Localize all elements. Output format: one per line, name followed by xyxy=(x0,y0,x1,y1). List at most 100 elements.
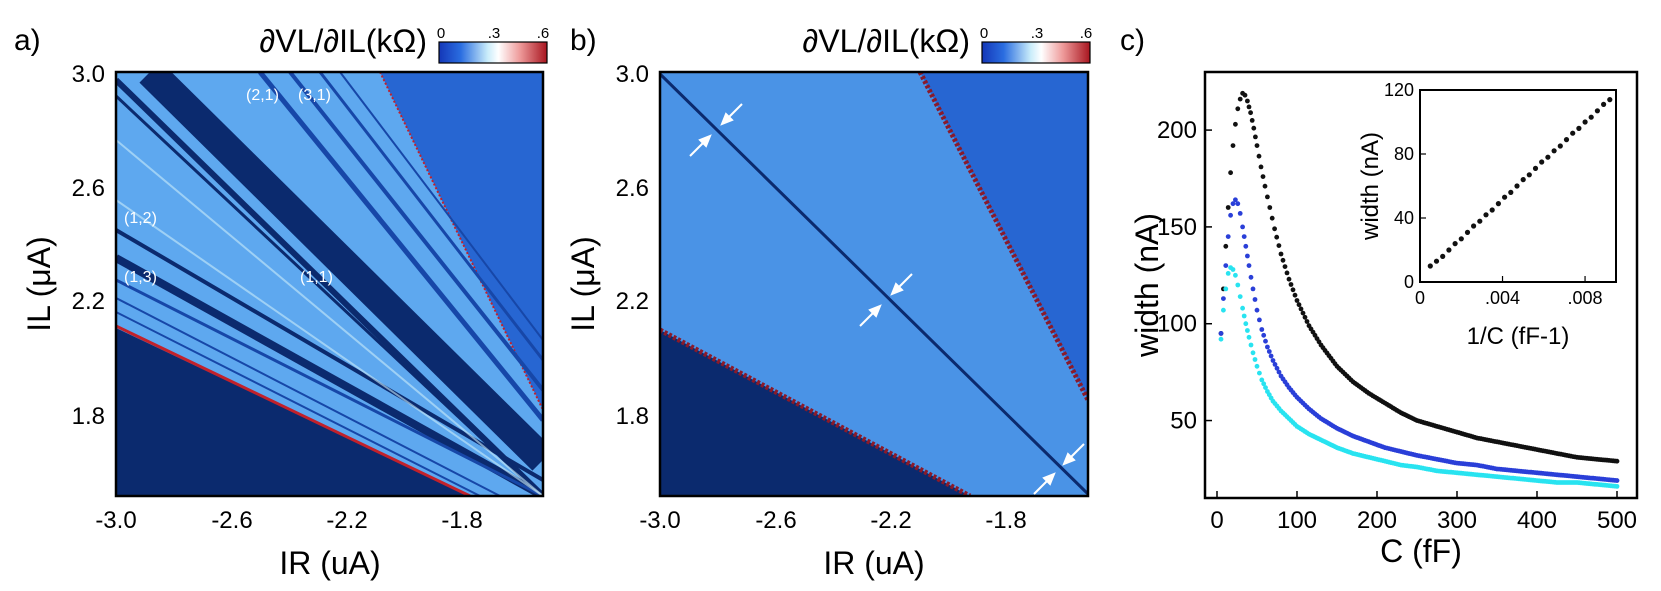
c-y-tick-200: 200 xyxy=(1157,117,1197,144)
inset-axis-ticks: 0 .004 .008 0 40 80 120 xyxy=(1384,80,1603,308)
inset-data-point xyxy=(1545,154,1551,160)
heatmap-b xyxy=(660,72,1088,496)
colorbar-a-tick-1: .3 xyxy=(488,25,501,42)
colorbar-b xyxy=(981,41,1091,64)
data-point xyxy=(1292,292,1298,298)
a-x-tick-2.6: -2.6 xyxy=(211,507,252,534)
data-point xyxy=(1250,286,1256,292)
b-x-tick-1.8: -1.8 xyxy=(985,507,1026,534)
inset-data-point xyxy=(1576,125,1582,131)
panel-a-label: a) xyxy=(14,24,41,57)
inset-data-point xyxy=(1440,253,1446,259)
data-point xyxy=(1230,143,1236,149)
b-x-tick-3.0: -3.0 xyxy=(639,507,680,534)
colorbar-a xyxy=(438,41,548,64)
inset-data-point xyxy=(1551,148,1557,154)
data-point xyxy=(1258,164,1264,170)
data-point xyxy=(1257,317,1262,323)
c-series xyxy=(1218,90,1620,489)
panel-b-label: b) xyxy=(570,24,597,57)
data-point xyxy=(1272,362,1278,367)
colorbar-a-tick-2: .6 xyxy=(537,25,550,42)
data-point xyxy=(1225,234,1231,240)
inset-x-tick-0: 0 xyxy=(1415,288,1425,308)
data-point xyxy=(1249,118,1255,123)
data-point xyxy=(1253,134,1258,140)
data-point xyxy=(1263,385,1268,390)
data-point xyxy=(1614,478,1620,483)
data-point xyxy=(1254,363,1260,369)
data-point xyxy=(1233,197,1238,203)
plot-b-frame xyxy=(658,70,1090,498)
data-point xyxy=(1246,104,1252,110)
data-point xyxy=(1261,332,1267,338)
c-x-label: C (fF) xyxy=(1380,533,1462,569)
data-point xyxy=(1266,349,1272,354)
a-y-tick-1.8: 1.8 xyxy=(72,403,105,430)
data-point xyxy=(1302,314,1308,320)
colorbar-b-tick-2: .6 xyxy=(1080,25,1093,42)
inset-data-point xyxy=(1458,236,1464,242)
data-point xyxy=(1218,336,1224,342)
c-x-tick-0: 0 xyxy=(1210,507,1223,534)
data-point xyxy=(1228,212,1233,218)
data-point xyxy=(1237,294,1243,299)
c-x-tick-200: 200 xyxy=(1357,507,1397,534)
data-point xyxy=(1233,121,1238,127)
data-point xyxy=(1237,211,1243,216)
data-point xyxy=(1228,170,1233,176)
inset-data-point xyxy=(1520,177,1526,183)
data-point xyxy=(1614,483,1620,489)
c-x-tick-400: 400 xyxy=(1517,507,1557,534)
inset-series xyxy=(1427,97,1613,269)
data-point xyxy=(1240,224,1245,230)
inset-data-point xyxy=(1483,212,1489,218)
plot-c-frame xyxy=(1203,70,1639,500)
data-point xyxy=(1278,251,1284,257)
data-point xyxy=(1241,234,1247,240)
b-x-tick-2.2: -2.2 xyxy=(870,507,911,534)
data-point xyxy=(1230,267,1236,272)
data-point xyxy=(1274,365,1280,371)
b-y-tick-2.2: 2.2 xyxy=(616,288,649,315)
inset-data-point xyxy=(1495,201,1501,207)
annotation-1-1: (1,1) xyxy=(300,269,333,286)
c-x-tick-100: 100 xyxy=(1277,507,1317,534)
inset-data-point xyxy=(1582,119,1588,125)
inset-data-point xyxy=(1526,172,1532,178)
panel-a: a) ∂VL/∂IL(kΩ) 0 .3 .6 xyxy=(14,23,549,581)
series-black xyxy=(1218,90,1620,464)
data-point xyxy=(1251,125,1257,131)
data-point xyxy=(1259,377,1265,383)
data-point xyxy=(1237,96,1243,102)
data-point xyxy=(1221,296,1226,301)
data-point xyxy=(1276,243,1282,249)
colorbar-a-title: ∂VL/∂IL(kΩ) xyxy=(259,23,427,59)
data-point xyxy=(1280,257,1286,263)
data-point xyxy=(1304,319,1310,324)
a-y-tick-3.0: 3.0 xyxy=(72,61,105,88)
a-x-tick-2.2: -2.2 xyxy=(326,507,367,534)
data-point xyxy=(1268,353,1274,359)
b-y-tick-1.8: 1.8 xyxy=(616,403,649,430)
c-x-tick-300: 300 xyxy=(1437,507,1477,534)
data-point xyxy=(1294,298,1300,303)
inset-data-point xyxy=(1607,97,1613,103)
data-point xyxy=(1248,110,1253,116)
data-point xyxy=(1265,194,1270,200)
inset-data-point xyxy=(1557,143,1563,149)
data-point xyxy=(1296,302,1302,308)
data-point xyxy=(1230,201,1236,207)
data-point xyxy=(1223,286,1229,292)
a-x-label: IR (uA) xyxy=(279,545,380,581)
data-point xyxy=(1282,264,1288,269)
c-y-tick-100: 100 xyxy=(1157,311,1197,338)
data-point xyxy=(1254,143,1260,149)
data-point xyxy=(1274,234,1280,240)
data-point xyxy=(1225,205,1231,210)
data-point xyxy=(1221,307,1226,313)
data-point xyxy=(1257,370,1262,376)
c-x-tick-500: 500 xyxy=(1597,507,1637,534)
